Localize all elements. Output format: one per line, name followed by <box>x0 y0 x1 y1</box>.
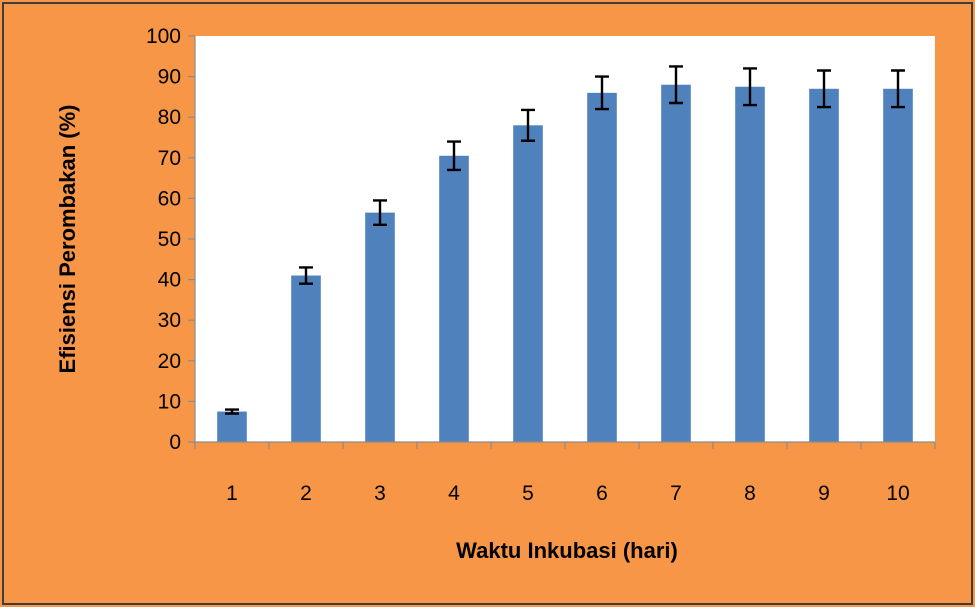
bar <box>439 155 469 442</box>
bar <box>513 125 543 442</box>
x-tick-label: 2 <box>300 482 312 505</box>
error-bar <box>891 69 905 109</box>
y-axis-ticks: 0 10 20 30 40 50 60 70 80 90 100 <box>146 25 195 454</box>
y-tick-label: 30 <box>158 309 181 332</box>
x-tick-label: 7 <box>670 482 682 505</box>
bars <box>217 84 913 442</box>
x-tick-label: 6 <box>596 482 608 505</box>
bar <box>661 84 691 442</box>
x-tick-label: 8 <box>744 482 756 505</box>
y-tick-label: 40 <box>158 269 181 292</box>
bar <box>587 92 617 442</box>
x-tick-label: 9 <box>818 482 830 505</box>
y-tick-label: 80 <box>158 106 181 129</box>
y-tick-label: 90 <box>158 66 181 89</box>
y-axis-title: Efisiensi Perombakan (%) <box>55 105 80 374</box>
error-bars <box>225 65 905 415</box>
error-bar <box>595 75 609 111</box>
error-bar <box>817 69 831 109</box>
bar <box>809 88 839 442</box>
bar <box>365 212 395 442</box>
error-bar <box>373 199 387 226</box>
y-tick-label: 100 <box>146 25 181 48</box>
error-bar <box>299 266 313 285</box>
x-tick-label: 1 <box>226 482 238 505</box>
error-bar <box>743 67 757 107</box>
error-bar <box>447 140 461 172</box>
y-tick-label: 20 <box>158 350 181 373</box>
y-tick-label: 50 <box>158 228 181 251</box>
bar <box>291 275 321 442</box>
x-axis-title: Waktu Inkubasi (hari) <box>456 538 678 563</box>
bar <box>735 86 765 442</box>
error-bar <box>669 65 683 105</box>
x-tick-label: 4 <box>448 482 460 505</box>
error-bar <box>225 408 239 415</box>
x-axis-ticks: 1 2 3 4 5 6 7 8 9 10 <box>194 442 936 505</box>
x-tick-label: 3 <box>374 482 386 505</box>
bar <box>217 411 247 442</box>
x-tick-label: 5 <box>522 482 534 505</box>
y-tick-label: 60 <box>158 187 181 210</box>
y-tick-label: 10 <box>158 390 181 413</box>
x-tick-label: 10 <box>886 482 909 505</box>
y-tick-label: 0 <box>169 431 181 454</box>
bar <box>883 88 913 442</box>
error-bar <box>521 108 535 142</box>
y-tick-label: 70 <box>158 147 181 170</box>
